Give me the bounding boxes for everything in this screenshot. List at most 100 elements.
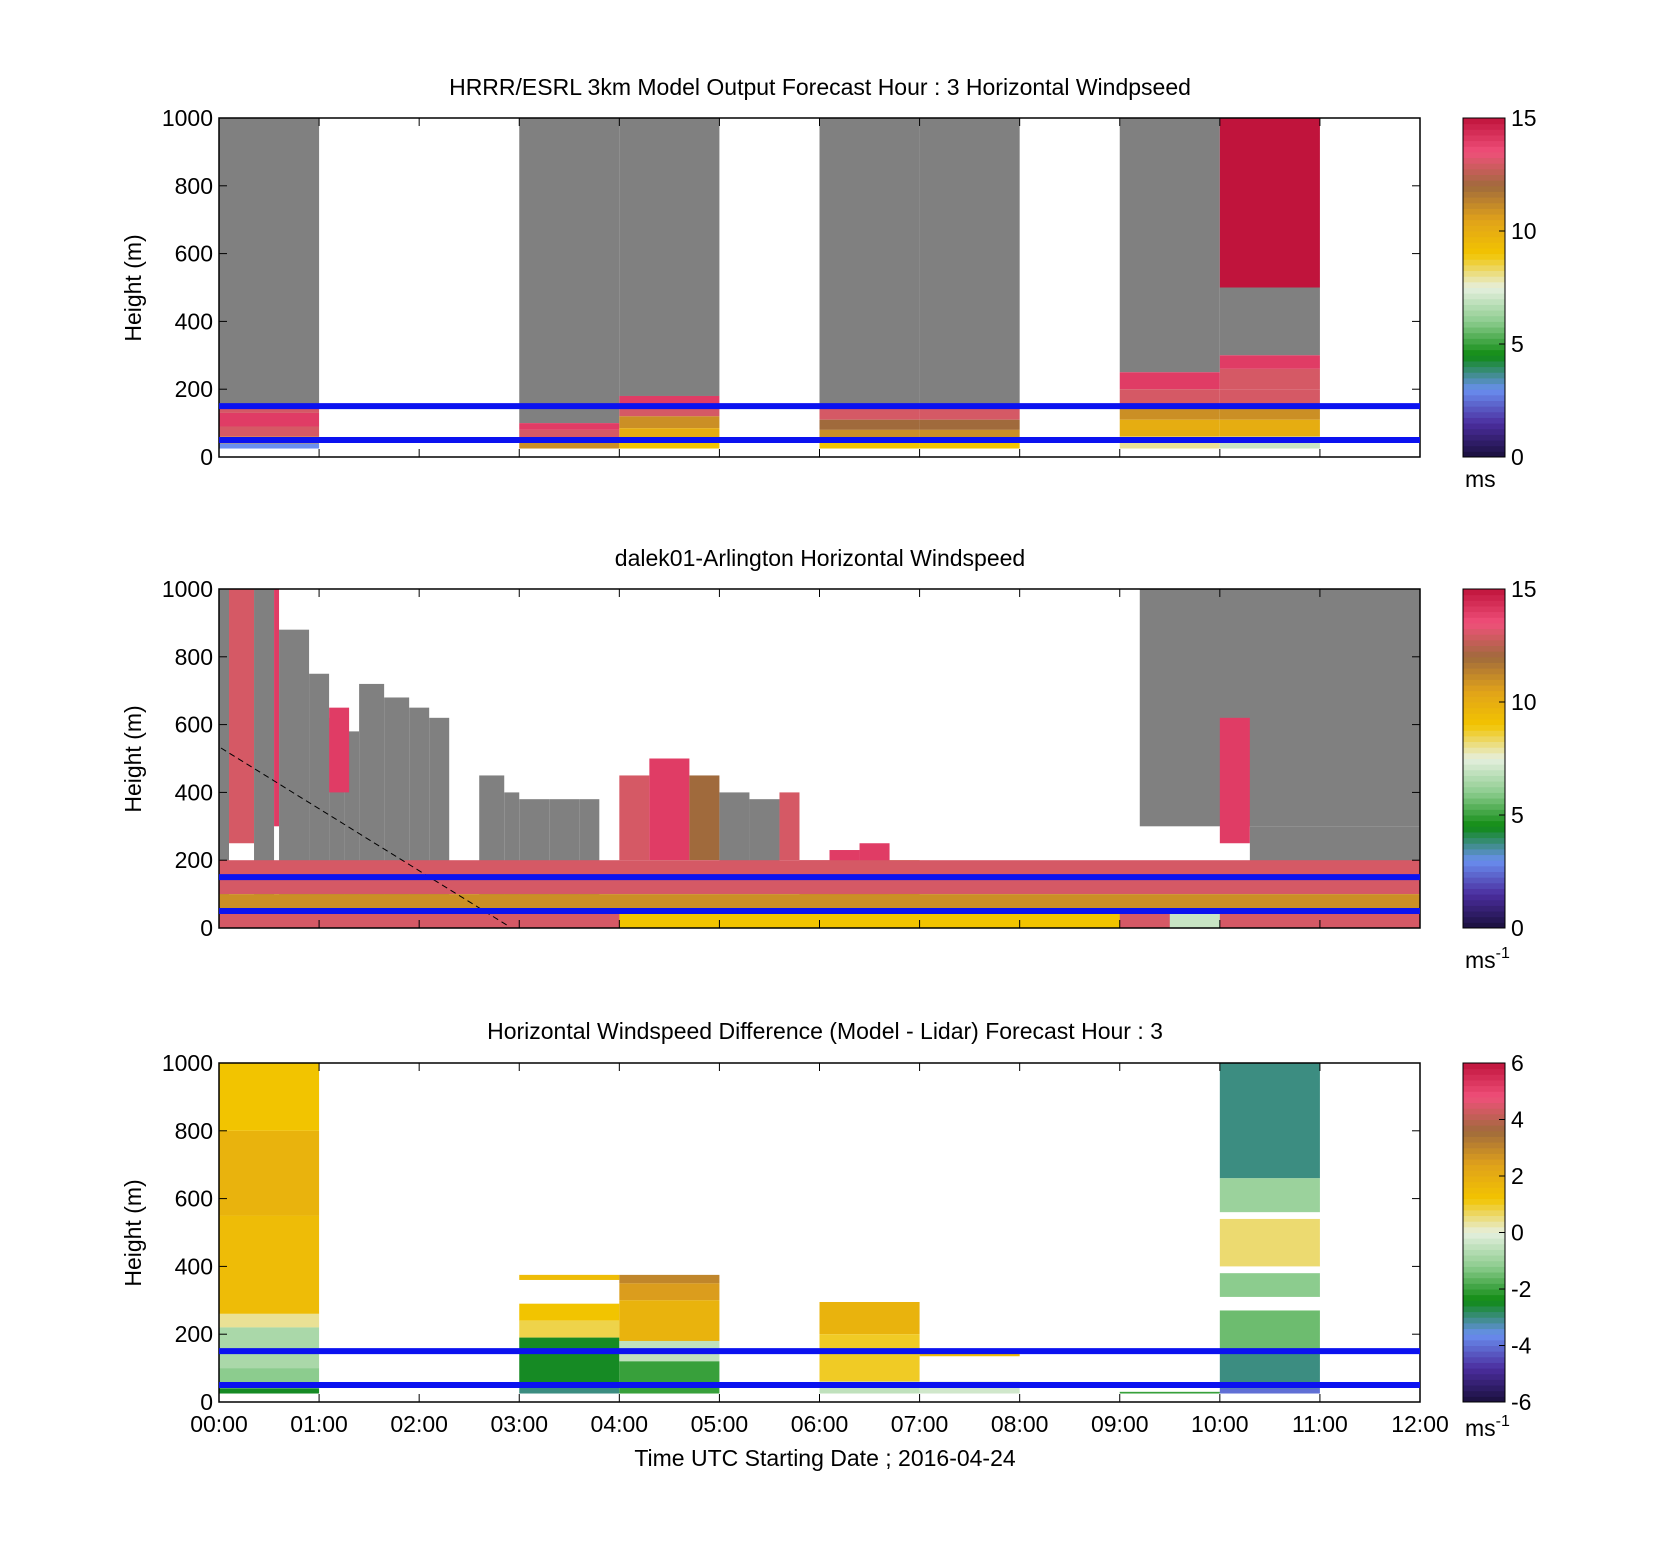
colorbar-swatch xyxy=(1463,1390,1505,1397)
colorbar-swatch xyxy=(1463,1283,1505,1290)
panel-model-colorbar: 0 5 10 15 ms xyxy=(1462,105,1537,492)
colorbar-swatch xyxy=(1463,605,1505,613)
colorbar-swatch xyxy=(1463,685,1505,692)
colorbar-swatch xyxy=(1463,1147,1505,1154)
colorbar-unit: ms-1 xyxy=(1465,945,1510,973)
colorbar-swatch xyxy=(1463,634,1505,641)
y-tick-label: 400 xyxy=(175,308,213,334)
colorbar-swatch xyxy=(1463,383,1505,390)
heatmap-cell xyxy=(1219,717,1250,844)
colorbar-swatch xyxy=(1463,180,1505,187)
heatmap-cell xyxy=(519,1337,620,1386)
colorbar-swatch xyxy=(1463,752,1505,759)
colorbar-swatch xyxy=(1463,315,1505,322)
heatmap-cell xyxy=(254,589,275,928)
heatmap-cell xyxy=(1169,911,1220,928)
colorbar-swatch xyxy=(1463,820,1505,827)
colorbar-swatch xyxy=(1463,888,1505,895)
y-tick-label: 1000 xyxy=(162,105,213,131)
colorbar-swatch xyxy=(1463,718,1505,726)
x-tick-label: 12:00 xyxy=(1391,1411,1449,1437)
x-tick-label: 07:00 xyxy=(891,1411,949,1437)
panel-model: HRRR/ESRL 3km Model Output Forecast Hour… xyxy=(120,74,1537,492)
heatmap-cell xyxy=(519,1274,620,1280)
colorbar-swatch xyxy=(1463,197,1505,204)
colorbar-swatch xyxy=(1463,1164,1505,1171)
heatmap-cell xyxy=(819,1301,920,1335)
heatmap-cell xyxy=(919,438,1020,449)
panel-lidar-guides xyxy=(219,874,1420,915)
colorbar-swatch xyxy=(1463,679,1505,686)
heatmap-cell xyxy=(329,707,350,793)
colorbar-swatch xyxy=(1463,1317,1505,1324)
heatmap-cell xyxy=(619,416,720,429)
y-tick-label: 600 xyxy=(175,712,213,738)
colorbar-swatch xyxy=(1463,445,1505,452)
heatmap-cell xyxy=(519,423,620,430)
colorbar-swatch xyxy=(1463,1170,1505,1177)
colorbar-swatch xyxy=(1463,417,1505,424)
colorbar-swatch xyxy=(1463,304,1505,311)
colorbar-swatch xyxy=(1463,1159,1505,1166)
colorbar-swatch xyxy=(1463,1221,1505,1228)
heatmap-cell xyxy=(219,1388,320,1394)
x-tick-label: 03:00 xyxy=(490,1411,548,1437)
colorbar-swatch xyxy=(1463,1108,1505,1115)
y-tick-label: 0 xyxy=(200,915,213,941)
colorbar-swatch xyxy=(1463,372,1505,379)
heatmap-cell xyxy=(219,1327,320,1369)
colorbar-swatch xyxy=(1463,628,1505,635)
panel-lidar-cells xyxy=(219,589,1420,928)
y-tick-label: 400 xyxy=(175,1253,213,1279)
colorbar-swatch xyxy=(1463,1226,1505,1233)
heatmap-cell xyxy=(229,589,255,844)
heatmap-cell xyxy=(619,1300,720,1341)
heatmap-cell xyxy=(519,438,620,449)
colorbar-tick-label: 0 xyxy=(1511,444,1524,470)
colorbar-swatch xyxy=(1463,1136,1505,1143)
y-tick-label: 800 xyxy=(175,644,213,670)
colorbar-swatch xyxy=(1463,741,1505,748)
heatmap-cell xyxy=(1219,355,1320,369)
colorbar-swatch xyxy=(1463,645,1505,652)
colorbar-swatch xyxy=(1463,270,1505,277)
heatmap-cell xyxy=(519,1303,620,1321)
colorbar-tick-label: 0 xyxy=(1511,1220,1524,1246)
colorbar-swatch xyxy=(1463,837,1505,844)
colorbar-swatch xyxy=(1463,922,1505,929)
colorbar-swatch xyxy=(1463,1362,1505,1369)
heatmap-cell xyxy=(219,1063,320,1131)
colorbar-swatch xyxy=(1463,440,1505,447)
colorbar-swatch xyxy=(1463,1272,1505,1279)
y-tick-label: 200 xyxy=(175,376,213,402)
colorbar-swatch xyxy=(1463,639,1505,646)
colorbar-swatch xyxy=(1463,769,1505,776)
colorbar-swatch xyxy=(1463,1260,1505,1267)
colorbar-tick-label: -6 xyxy=(1511,1389,1531,1415)
colorbar-swatch xyxy=(1463,668,1505,675)
heatmap-cell xyxy=(919,118,1020,407)
colorbar-swatch xyxy=(1463,1204,1505,1211)
heatmap-cell xyxy=(1219,1178,1320,1213)
heatmap-cell xyxy=(219,426,320,437)
colorbar-swatch xyxy=(1463,865,1505,872)
colorbar-swatch xyxy=(1463,355,1505,362)
colorbar-swatch xyxy=(1463,338,1505,345)
colorbar-tick-label: 15 xyxy=(1511,576,1537,602)
heatmap-cell xyxy=(219,1313,320,1328)
colorbar-swatch xyxy=(1463,1255,1505,1262)
colorbar-swatch xyxy=(1463,1125,1505,1132)
colorbar-swatch xyxy=(1463,1334,1505,1341)
y-tick-label: 800 xyxy=(175,173,213,199)
heatmap-cell xyxy=(1219,1310,1320,1352)
heatmap-cell xyxy=(1219,389,1320,407)
colorbar-swatch xyxy=(1463,815,1505,822)
heatmap-cell xyxy=(1219,368,1320,390)
colorbar-tick-label: 5 xyxy=(1511,802,1524,828)
colorbar-tick-label: 6 xyxy=(1511,1050,1524,1076)
colorbar-frame xyxy=(1462,117,1506,458)
colorbar-swatch xyxy=(1463,662,1505,669)
panel-model-title: HRRR/ESRL 3km Model Output Forecast Hour… xyxy=(449,74,1191,100)
heatmap-cell xyxy=(219,118,320,407)
heatmap-cell xyxy=(819,429,920,439)
